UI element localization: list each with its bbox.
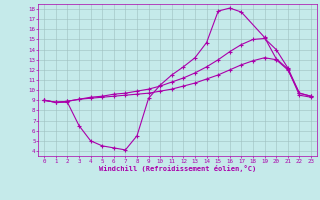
X-axis label: Windchill (Refroidissement éolien,°C): Windchill (Refroidissement éolien,°C) — [99, 165, 256, 172]
